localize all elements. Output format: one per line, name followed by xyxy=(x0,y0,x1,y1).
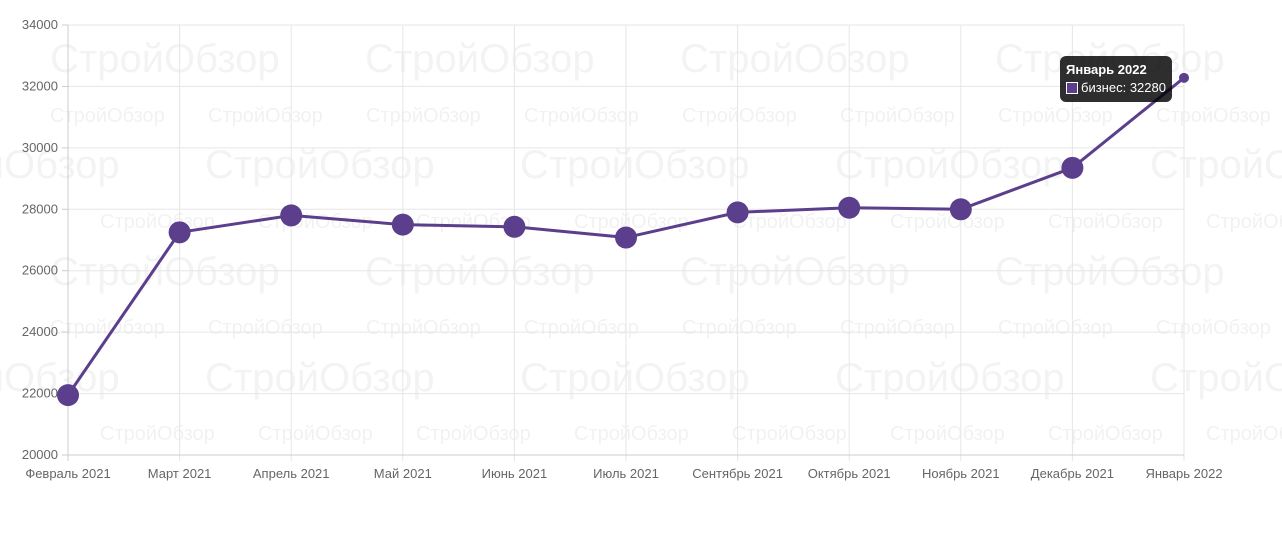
data-point xyxy=(1179,72,1189,83)
data-point xyxy=(949,198,972,221)
y-tick-label: 34000 xyxy=(22,17,58,32)
tooltip-row: бизнес: 32280 xyxy=(1066,79,1166,97)
x-tick-label: Декабрь 2021 xyxy=(1031,466,1114,481)
watermark-text: СтройОбзор xyxy=(1150,143,1282,187)
watermark-text: СтройОбзор xyxy=(890,423,1005,445)
x-tick-label: Сентябрь 2021 xyxy=(692,466,783,481)
watermark-text: СтройОбзор xyxy=(0,143,120,187)
watermark-text: СтройОбзор xyxy=(890,211,1005,233)
x-tick-label: Январь 2022 xyxy=(1145,466,1222,481)
watermark-text: СтройОбзор xyxy=(995,250,1225,294)
data-point xyxy=(726,201,749,224)
watermark-text: СтройОбзор xyxy=(50,317,165,339)
watermark-text: СтройОбзор xyxy=(840,105,955,127)
grid-layer xyxy=(62,24,1185,461)
watermark-text: СтройОбзор xyxy=(682,105,797,127)
x-tick-label: Ноябрь 2021 xyxy=(922,466,1000,481)
watermark-layer: СтройОбзор СтройОбзор СтройОбзор СтройОбзор… xyxy=(0,37,1282,445)
x-tick-label: Май 2021 xyxy=(374,466,432,481)
x-tick-label: Апрель 2021 xyxy=(253,466,330,481)
y-tick-label: 32000 xyxy=(22,78,58,93)
watermark-text: СтройОбзор xyxy=(835,356,1065,400)
watermark-text: СтройОбзор xyxy=(574,211,689,233)
data-point xyxy=(168,221,191,244)
watermark-text: СтройОбзор xyxy=(732,211,847,233)
watermark-text: СтройОбзор xyxy=(1156,105,1271,127)
watermark-text: СтройОбзор xyxy=(998,105,1113,127)
x-tick-label: Февраль 2021 xyxy=(25,466,110,481)
tooltip-value: 32280 xyxy=(1129,80,1166,95)
watermark-text: СтройОбзор xyxy=(1206,423,1282,445)
y-tick-label: 22000 xyxy=(22,386,58,401)
tooltip-series-name: бизнес xyxy=(1081,80,1123,95)
x-tick-label: Октябрь 2021 xyxy=(808,466,891,481)
tooltip-title: Январь 2022 xyxy=(1066,62,1147,77)
watermark-text: СтройОбзор xyxy=(520,143,750,187)
watermark-text: СтройОбзор xyxy=(682,317,797,339)
data-point xyxy=(838,196,861,219)
watermark-text: СтройОбзор xyxy=(365,37,595,81)
watermark-text: СтройОбзор xyxy=(416,423,531,445)
data-point xyxy=(57,384,79,407)
x-tick-label: Март 2021 xyxy=(148,466,212,481)
x-tick-label: Июнь 2021 xyxy=(482,466,548,481)
watermark-text: СтройОбзор xyxy=(1156,317,1271,339)
series-layer xyxy=(57,72,1189,407)
y-tick-label: 20000 xyxy=(22,447,58,462)
watermark-text: СтройОбзор xyxy=(998,317,1113,339)
watermark-text: СтройОбзор xyxy=(520,356,750,400)
data-point xyxy=(280,204,303,227)
y-tick-label: 24000 xyxy=(22,324,58,339)
y-tick-label: 28000 xyxy=(22,201,58,216)
tooltip-separator: : xyxy=(1122,80,1130,95)
watermark-text: СтройОбзор xyxy=(205,356,435,400)
data-point xyxy=(615,226,637,249)
watermark-text: СтройОбзор xyxy=(208,105,323,127)
watermark-text: СтройОбзор xyxy=(1048,423,1163,445)
watermark-text: СтройОбзор xyxy=(1206,211,1282,233)
watermark-text: СтройОбзор xyxy=(1048,211,1163,233)
chart-tooltip: Январь 2022 бизнес: 32280 xyxy=(1060,56,1172,102)
data-point xyxy=(503,215,526,238)
watermark-text: СтройОбзор xyxy=(524,105,639,127)
watermark-text: СтройОбзор xyxy=(205,143,435,187)
watermark-text: СтройОбзор xyxy=(732,423,847,445)
watermark-text: СтройОбзор xyxy=(50,105,165,127)
watermark-text: СтройОбзор xyxy=(1150,356,1282,400)
watermark-text: СтройОбзор xyxy=(366,317,481,339)
watermark-text: СтройОбзор xyxy=(840,317,955,339)
watermark-text: СтройОбзор xyxy=(835,143,1065,187)
x-axis: Февраль 2021 Март 2021 Апрель 2021 Май 2021… xyxy=(25,466,1222,481)
watermark-text: СтройОбзор xyxy=(258,423,373,445)
watermark-text: СтройОбзор xyxy=(680,37,910,81)
watermark-text: СтройОбзор xyxy=(574,423,689,445)
watermark-text: СтройОбзор xyxy=(524,317,639,339)
watermark-text: СтройОбзор xyxy=(100,423,215,445)
watermark-text: СтройОбзор xyxy=(366,105,481,127)
y-tick-label: 30000 xyxy=(22,140,58,155)
watermark-text: СтройОбзор xyxy=(680,250,910,294)
y-tick-label: 26000 xyxy=(22,263,58,278)
data-point xyxy=(1061,156,1084,179)
data-point xyxy=(391,213,414,236)
watermark-text: СтройОбзор xyxy=(50,37,280,81)
watermark-text: СтройОбзор xyxy=(50,250,280,294)
watermark-text: СтройОбзор xyxy=(365,250,595,294)
y-axis: 20000 22000 24000 26000 28000 30000 32000 34000 xyxy=(22,17,58,462)
tooltip-series-swatch xyxy=(1066,82,1078,94)
x-tick-label: Июль 2021 xyxy=(593,466,659,481)
watermark-text: СтройОбзор xyxy=(208,317,323,339)
